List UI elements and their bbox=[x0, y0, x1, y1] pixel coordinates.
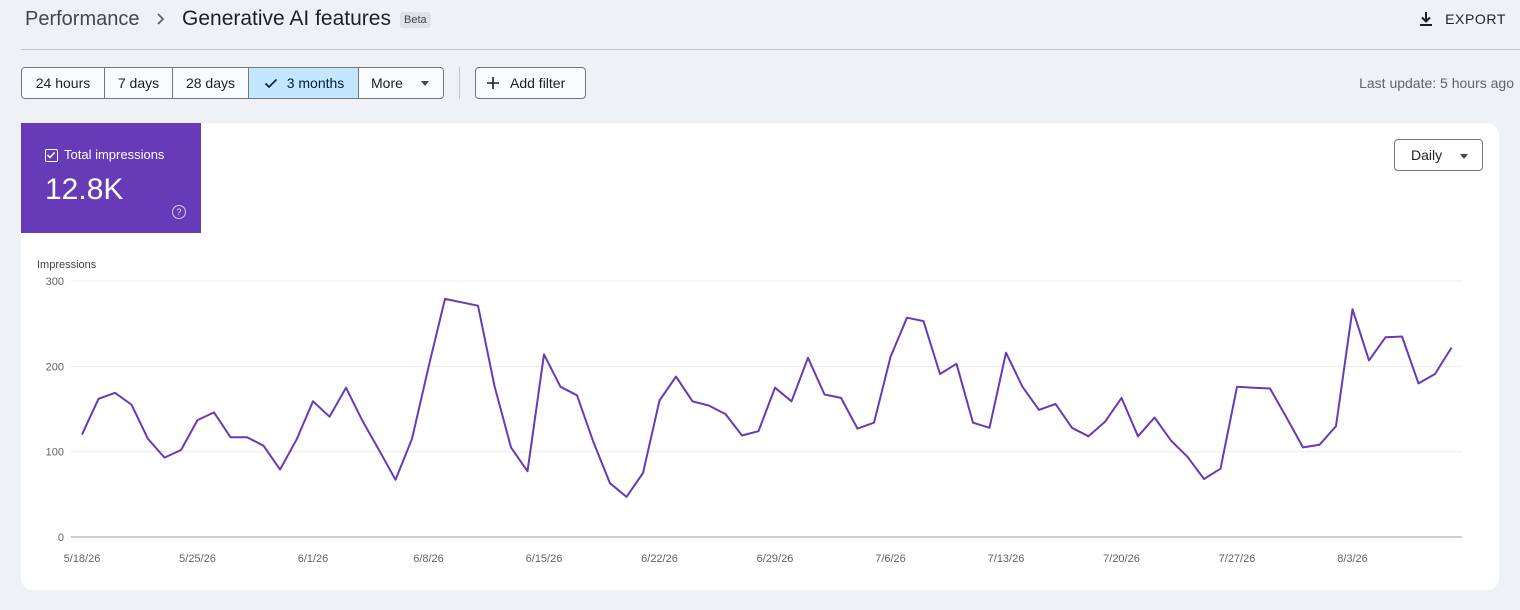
help-icon[interactable]: ? bbox=[172, 205, 186, 219]
y-axis-label: Impressions bbox=[37, 259, 97, 271]
y-tick-label: 200 bbox=[46, 361, 64, 373]
x-tick-label: 7/20/26 bbox=[1103, 553, 1140, 565]
chevron-right-icon bbox=[157, 13, 165, 25]
range-3-months-button[interactable]: 3 months bbox=[249, 68, 359, 98]
breadcrumb-performance[interactable]: Performance bbox=[25, 8, 140, 30]
x-tick-label: 5/18/26 bbox=[64, 553, 101, 565]
y-tick-label: 0 bbox=[58, 532, 64, 544]
add-filter-button[interactable]: Add filter bbox=[475, 67, 586, 99]
x-tick-label: 6/15/26 bbox=[526, 553, 563, 565]
download-icon bbox=[1420, 12, 1433, 26]
x-tick-label: 6/1/26 bbox=[298, 553, 329, 565]
x-tick-label: 7/27/26 bbox=[1219, 553, 1256, 565]
x-tick-label: 7/6/26 bbox=[875, 553, 906, 565]
beta-badge: Beta bbox=[400, 12, 431, 28]
range-label: 3 months bbox=[286, 75, 345, 91]
metric-value: 12.8K bbox=[45, 173, 124, 206]
x-tick-label: 8/3/26 bbox=[1337, 553, 1368, 565]
date-range-selector: 24 hours 7 days 28 days 3 months More bbox=[21, 67, 444, 99]
range-24-hours-button[interactable]: 24 hours bbox=[22, 68, 105, 98]
plus-icon bbox=[487, 77, 499, 89]
granularity-dropdown[interactable]: Daily bbox=[1394, 139, 1483, 171]
range-28-days-button[interactable]: 28 days bbox=[173, 68, 249, 98]
x-tick-label: 5/25/26 bbox=[179, 553, 216, 565]
y-tick-label: 100 bbox=[46, 447, 64, 459]
export-label: EXPORT bbox=[1445, 11, 1506, 27]
page-title: Generative AI features bbox=[182, 7, 391, 30]
check-icon bbox=[264, 78, 277, 89]
range-more-dropdown[interactable]: More bbox=[359, 68, 443, 98]
add-filter-label: Add filter bbox=[510, 75, 566, 91]
impressions-chart: 0 100 200 300 Impressions 5/18/26 5/25/26 6/1/2… bbox=[37, 259, 1462, 565]
x-tick-label: 7/13/26 bbox=[988, 553, 1025, 565]
range-label: 28 days bbox=[185, 75, 236, 91]
toolbar-divider bbox=[459, 67, 460, 99]
x-tick-label: 6/8/26 bbox=[413, 553, 444, 565]
metric-label: Total impressions bbox=[64, 147, 165, 162]
range-label: More bbox=[371, 75, 403, 91]
last-update-text: Last update: 5 hours ago bbox=[1359, 75, 1514, 91]
page-header: Performance Generative AI features Beta … bbox=[21, 0, 1520, 50]
range-7-days-button[interactable]: 7 days bbox=[105, 68, 173, 98]
y-tick-label: 300 bbox=[46, 276, 64, 288]
caret-down-icon bbox=[1460, 154, 1468, 159]
export-button[interactable]: EXPORT bbox=[1417, 8, 1506, 30]
checkbox-checked-icon[interactable] bbox=[45, 149, 58, 162]
range-label: 7 days bbox=[117, 75, 160, 91]
x-tick-label: 6/29/26 bbox=[757, 553, 794, 565]
granularity-label: Daily bbox=[1411, 147, 1443, 163]
metric-tile-total-impressions[interactable]: Total impressions 12.8K ? bbox=[21, 123, 201, 233]
x-tick-label: 6/22/26 bbox=[641, 553, 678, 565]
range-label: 24 hours bbox=[35, 75, 91, 91]
impressions-series-line bbox=[81, 297, 1453, 498]
caret-down-icon bbox=[420, 80, 429, 86]
performance-card: 0 100 200 300 Impressions 5/18/26 5/25/26 6/1/2… bbox=[21, 123, 1499, 590]
